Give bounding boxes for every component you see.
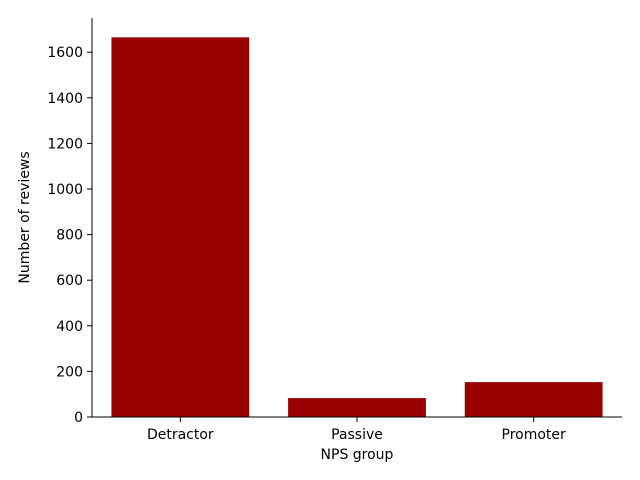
bars-group [111,37,603,417]
y-tick-label: 400 [56,319,83,335]
y-tick-label: 800 [56,228,83,244]
y-axis-title: Number of reviews [17,151,33,283]
y-tick-label: 200 [56,364,83,380]
y-tick-label: 1400 [47,91,83,107]
x-tick-label: Passive [331,427,383,443]
y-axis-ticks: 0 200 400 600 800 1000 1200 1400 1600 [47,45,92,426]
x-axis-ticks: Detractor Passive Promoter [147,417,566,443]
x-axis-title: NPS group [321,447,394,463]
y-tick-label: 1600 [47,45,83,61]
bar-promoter [464,382,603,417]
y-tick-label: 600 [56,273,83,289]
y-tick-label: 1000 [47,182,83,198]
y-tick-label: 1200 [47,136,83,152]
x-tick-label: Detractor [147,427,214,443]
bar-passive [288,398,426,417]
bar-detractor [111,37,250,417]
y-tick-label: 0 [74,410,83,426]
x-tick-label: Promoter [502,427,567,443]
